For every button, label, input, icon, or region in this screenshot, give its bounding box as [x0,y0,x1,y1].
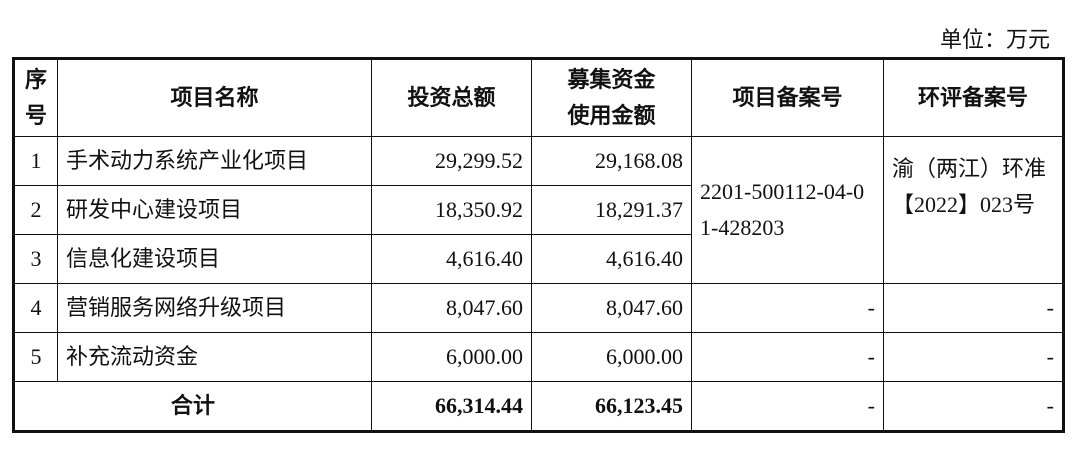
header-name: 项目名称 [57,58,372,137]
table-row: 4 营销服务网络升级项目 8,047.60 8,047.60 - - [13,283,1064,333]
row-name: 手术动力系统产业化项目 [57,136,372,186]
row-total: 4,616.40 [371,234,532,284]
row-raised: 29,168.08 [531,136,692,186]
eia-number: 渝（两江）环准【2022】023号 [892,156,1047,217]
row-raised: 8,047.60 [531,283,692,333]
row-total: 18,350.92 [371,185,532,235]
row-total: 6,000.00 [371,332,532,382]
header-row: 序号 项目名称 投资总额 募集资金使用金额 项目备案号 环评备案号 [13,58,1064,137]
row-total: 8,047.60 [371,283,532,333]
row-raised: 6,000.00 [531,332,692,382]
row-name: 信息化建设项目 [57,234,372,284]
row-total: 29,299.52 [371,136,532,186]
row-name: 补充流动资金 [57,332,372,382]
table-row: 5 补充流动资金 6,000.00 6,000.00 - - [13,332,1064,382]
row-name: 营销服务网络升级项目 [57,283,372,333]
total-raised: 66,123.45 [531,381,692,432]
header-raised-text: 募集资金使用金额 [567,67,656,128]
table-row: 2 研发中心建设项目 18,350.92 18,291.37 [13,185,1064,235]
header-no: 序号 [13,58,58,137]
row-eia: - [883,283,1064,333]
total-filing: - [691,381,884,432]
header-filing: 项目备案号 [691,58,884,137]
row-no: 4 [13,283,58,333]
total-label: 合计 [13,381,372,432]
row-no: 3 [13,234,58,284]
row-raised: 18,291.37 [531,185,692,235]
row-no: 2 [13,185,58,235]
total-total: 66,314.44 [371,381,532,432]
table-row: 1 手术动力系统产业化项目 29,299.52 29,168.08 2201-5… [13,136,1064,284]
row-filing: - [691,283,884,333]
fund-usage-table: 序号 项目名称 投资总额 募集资金使用金额 项目备案号 环评备案号 1 手术动力… [12,57,1065,433]
merged-eia: 渝（两江）环准【2022】023号 [883,136,1064,284]
merged-filing: 2201-500112-04-01-428203 [691,136,884,284]
row-name: 研发中心建设项目 [57,185,372,235]
header-total: 投资总额 [371,58,532,137]
header-eia: 环评备案号 [883,58,1064,137]
row-no: 1 [13,136,58,186]
row-no: 5 [13,332,58,382]
header-no-text: 序号 [25,67,48,128]
row-filing: - [691,332,884,382]
row-eia: - [883,332,1064,382]
row-raised: 4,616.40 [531,234,692,284]
header-raised: 募集资金使用金额 [531,58,692,137]
total-eia: - [883,381,1064,432]
total-row: 合计 66,314.44 66,123.45 - - [13,381,1064,432]
unit-label: 单位：万元 [939,27,1050,52]
filing-number: 2201-500112-04-01-428203 [700,179,865,240]
